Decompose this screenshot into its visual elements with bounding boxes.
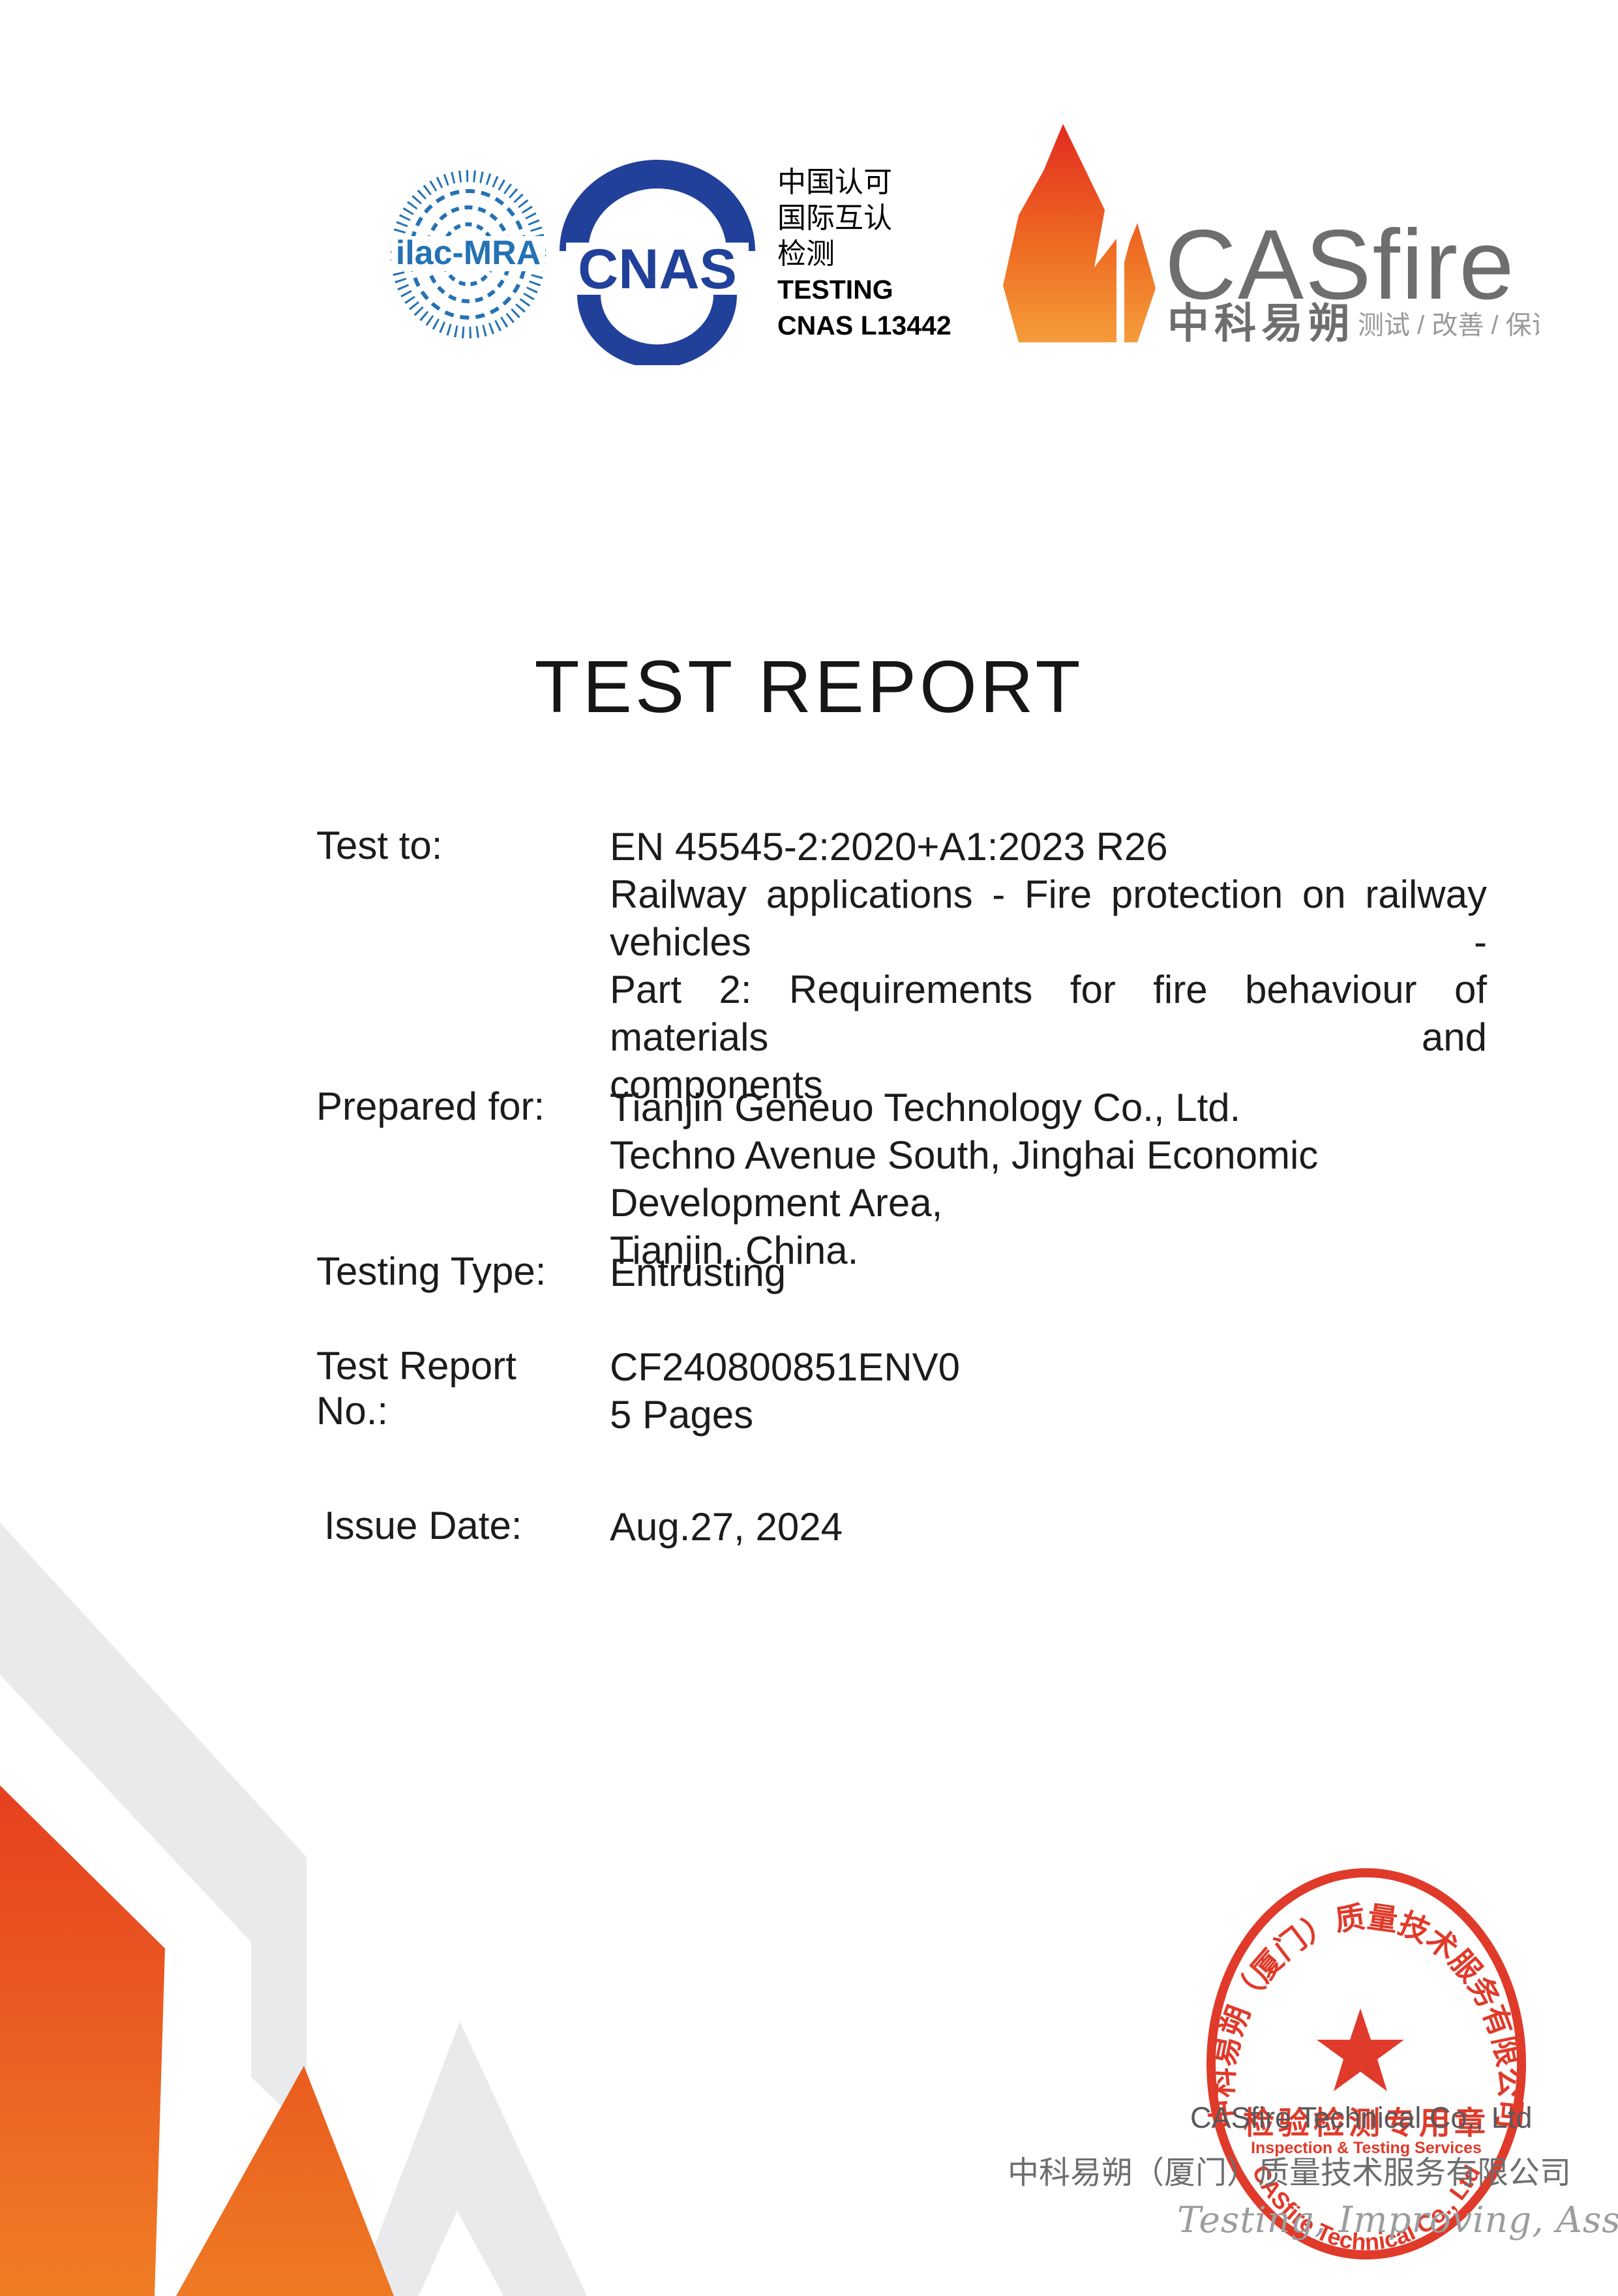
report-no-label: Test Report No.: (316, 1344, 517, 1433)
test-to-desc-line3: components (610, 1063, 823, 1107)
prepared-for-label: Prepared for: (316, 1084, 545, 1128)
company-stamp: 中科易朔（厦门）质量技术服务有限公司 检验检测专用章 Inspection & … (1205, 1868, 1528, 2259)
brand-name: CASfire (1165, 209, 1516, 320)
testing-type-label: Testing Type: (316, 1249, 547, 1293)
accreditation-testing-label: TESTING (777, 275, 893, 305)
report-no-value: CF240800851ENV0 5 Pages (610, 1343, 1487, 1439)
test-to-standard: EN 45545-2:2020+A1:2023 R26 (610, 825, 1168, 869)
ilac-mra-logo: ilac-MRA (391, 170, 546, 338)
report-number: CF240800851ENV0 (610, 1345, 961, 1389)
client-address-line1: Techno Avenue South, Jinghai Economic De… (610, 1133, 1319, 1225)
accreditation-line-cn1: 中国认可 (777, 166, 892, 198)
prepared-for-value: Tianjin Geneuo Technology Co., Ltd. Tech… (610, 1084, 1487, 1274)
orange-triangle-shape (176, 2066, 394, 2296)
accreditation-cert-number: CNAS L13442 (777, 310, 951, 340)
cnas-label: CNAS (578, 238, 737, 301)
stamp-ring (1206, 1868, 1526, 2259)
stamp-center-text-en: Inspection & Testing Services (1251, 2139, 1482, 2157)
brand-tagline: 测试 / 改善 / 保证 (1358, 311, 1539, 340)
casfire-logo: CASfire 中科易朔 测试 / 改善 / 保证 (1003, 124, 1539, 347)
footer-company-cn: 中科易朔（厦门）质量技术服务有限公司 (1008, 2156, 1572, 2190)
report-pages: 5 Pages (610, 1393, 754, 1437)
ilac-mra-label: ilac-MRA (396, 234, 541, 272)
accreditation-text-block: 中国认可 国际互认 检测 TESTING CNAS L13442 (777, 164, 1012, 344)
test-to-desc-line2: Part 2: Requirements for fire behaviour … (610, 968, 1487, 1059)
test-to-value: EN 45545-2:2020+A1:2023 R26 Railway appl… (610, 823, 1487, 1109)
cnas-logo: CNAS (560, 160, 755, 365)
accreditation-logos: ilac-MRA CNAS (391, 160, 755, 365)
test-to-label: Test to: (316, 824, 443, 867)
issue-date-value: Aug.27, 2024 (610, 1505, 843, 1549)
client-name: Tianjin Geneuo Technology Co., Ltd. (610, 1086, 1241, 1129)
accreditation-line-cn2: 国际互认 (777, 202, 892, 234)
accreditation-line-cn3: 检测 (777, 238, 835, 270)
brand-cn-name: 中科易朔 (1167, 300, 1355, 347)
gray-mountain-shape (355, 2021, 587, 2296)
testing-type-value: Entrusting (610, 1251, 787, 1294)
orange-pentagon-shape (0, 1785, 165, 2296)
page-title: TEST REPORT (534, 646, 1084, 728)
flame-icon (1003, 124, 1156, 342)
footer-slogan: Testing, Improving, Assuring (1177, 2199, 1618, 2241)
client-address-line2: Tianjin, China. (610, 1229, 859, 1272)
issue-date-label: Issue Date: (324, 1504, 522, 1547)
footer-company-en: CASfire Technical Co., Ltd (1190, 2101, 1533, 2134)
test-to-desc-line1: Railway applications - Fire protection o… (610, 872, 1487, 964)
stamp-star-icon (1317, 2008, 1404, 2091)
stamp-center-text-cn: 检验检测专用章 (1243, 2106, 1490, 2141)
gray-chevron-shape (0, 1523, 307, 2131)
